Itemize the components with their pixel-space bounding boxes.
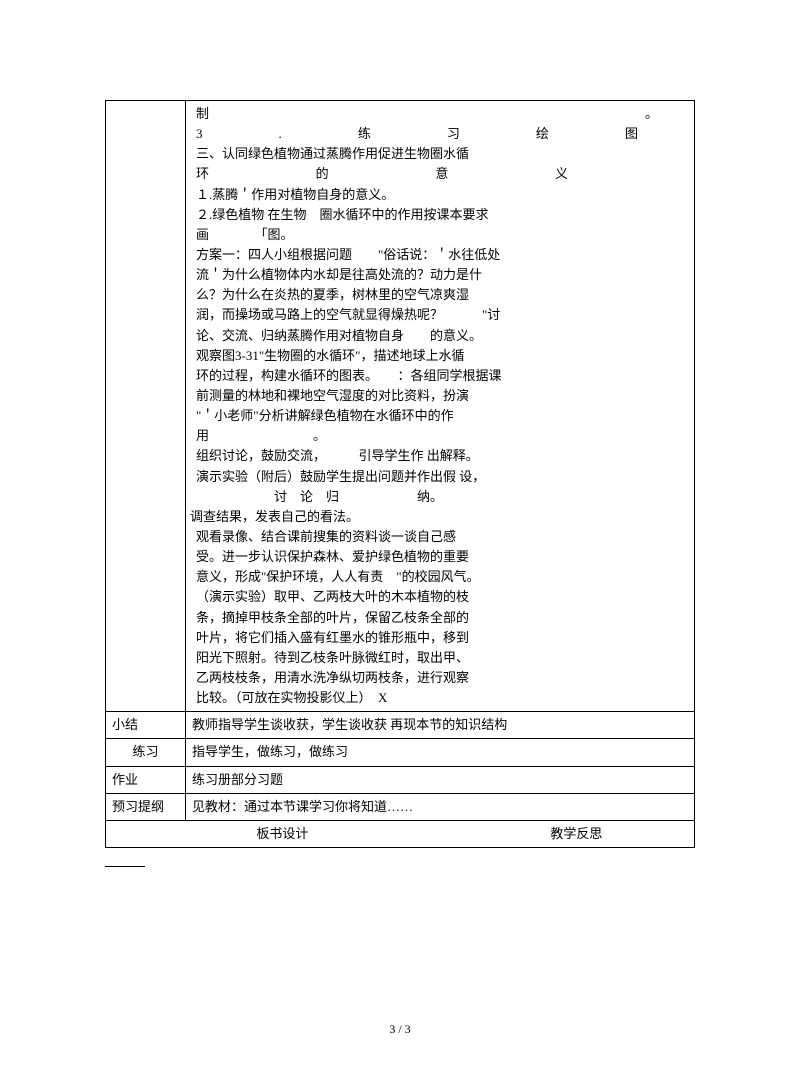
content-line: 演示实验（附后）鼓励学生提出问题并作出假 设， <box>196 467 688 487</box>
lesson-table: 制。3.练习绘图三、认同绿色植物通过蒸腾作用促进生物圈水循环的意义１.蒸腾＇作用… <box>105 100 695 848</box>
content-line: 比较。（可放在实物投影仪上） X <box>196 688 688 708</box>
content-line: 乙两枝枝条，用清水洗净纵切两枝条，进行观察 <box>196 668 688 688</box>
content-line: 叶片，将它们插入盛有红墨水的锥形瓶中，移到 <box>196 628 688 648</box>
content-line: 环的意义 <box>196 164 688 184</box>
summary-row: 小结 教师指导学生谈收获，学生谈收获 再现本节的知识结构 <box>106 712 695 739</box>
content-line: 条，摘掉甲枝条全部的叶片，保留乙枝条全部的 <box>196 608 688 628</box>
homework-label: 作业 <box>106 766 186 793</box>
preview-row: 预习提纲 见教材：通过本节课学习你将知道…… <box>106 793 695 820</box>
main-content-row: 制。3.练习绘图三、认同绿色植物通过蒸腾作用促进生物圈水循环的意义１.蒸腾＇作用… <box>106 101 695 712</box>
page-container: 制。3.练习绘图三、认同绿色植物通过蒸腾作用促进生物圈水循环的意义１.蒸腾＇作用… <box>0 0 800 867</box>
homework-text: 练习册部分习题 <box>186 766 695 793</box>
content-line: 制。 <box>196 104 688 124</box>
content-line: 组织讨论，鼓励交流， 引导学生作 出解释。 <box>196 446 688 466</box>
content-line: ２.绿色植物 在生物 圈水循环中的作用按课本要求 <box>196 205 688 225</box>
content-line: 阳光下照射。待到乙枝条叶脉微红时，取出甲、 <box>196 648 688 668</box>
reflection-label: 教学反思 <box>459 821 694 847</box>
main-content-cell: 制。3.练习绘图三、认同绿色植物通过蒸腾作用促进生物圈水循环的意义１.蒸腾＇作用… <box>186 101 695 712</box>
board-design-label: 板书设计 <box>106 821 459 847</box>
content-line: １.蒸腾＇作用对植物自身的意义。 <box>196 185 688 205</box>
content-line: 方案一：四人小组根据问题 "俗话说：＇水往低处 <box>196 245 688 265</box>
homework-row: 作业 练习册部分习题 <box>106 766 695 793</box>
content-line: 前测量的林地和裸地空气湿度的对比资料，扮演 <box>196 386 688 406</box>
preview-label: 预习提纲 <box>106 793 186 820</box>
content-line: 三、认同绿色植物通过蒸腾作用促进生物圈水循 <box>196 144 688 164</box>
practice-text: 指导学生，做练习，做练习 <box>186 739 695 766</box>
preview-text: 见教材：通过本节课学习你将知道…… <box>186 793 695 820</box>
summary-label: 小结 <box>106 712 186 739</box>
content-line: 论、交流、归纳蒸腾作用对植物自身 的意义。 <box>196 326 688 346</box>
content-line: 观察图3-31"生物圈的水循环"，描述地球上水循 <box>196 346 688 366</box>
content-line: 环的过程，构建水循环的图表。 ：各组同学根据课 <box>196 366 688 386</box>
design-row: 板书设计 教学反思 <box>106 820 695 847</box>
content-line: 意义，形成"保护环境，人人有责 "的校园风气。 <box>196 567 688 587</box>
content-line: 3.练习绘图 <box>196 124 688 144</box>
content-line: "＇小老师"分析讲解绿色植物在水循环中的作 <box>196 406 688 426</box>
content-line: 用 。 <box>196 426 688 446</box>
content-line: 么？为什么在炎热的夏季，树林里的空气凉爽湿 <box>196 285 688 305</box>
content-line: 受。进一步认识保护森林、爱护绿色植物的重要 <box>196 547 688 567</box>
summary-text: 教师指导学生谈收获，学生谈收获 再现本节的知识结构 <box>186 712 695 739</box>
divider <box>105 866 145 867</box>
practice-label: 练习 <box>106 739 186 766</box>
design-cell: 板书设计 教学反思 <box>106 820 695 847</box>
content-line: 画 「图。 <box>196 225 688 245</box>
practice-row: 练习 指导学生，做练习，做练习 <box>106 739 695 766</box>
page-footer: 3 / 3 <box>0 1022 800 1037</box>
content-line: 调查结果，发表自己的看法。 <box>190 507 688 527</box>
main-content-label <box>106 101 186 712</box>
content-line: 观看录像、结合课前搜集的资料谈一谈自己感 <box>196 527 688 547</box>
content-line: 讨 论 归 纳。 <box>196 487 688 507</box>
content-line: 流＇为什么植物体内水却是往高处流的？动力是什 <box>196 265 688 285</box>
design-inner-table: 板书设计 教学反思 <box>106 821 694 847</box>
content-line: 润，而操场或马路上的空气就显得燥热呢？ "讨 <box>196 305 688 325</box>
content-line: （演示实验）取甲、乙两枝大叶的木本植物的枝 <box>196 587 688 607</box>
